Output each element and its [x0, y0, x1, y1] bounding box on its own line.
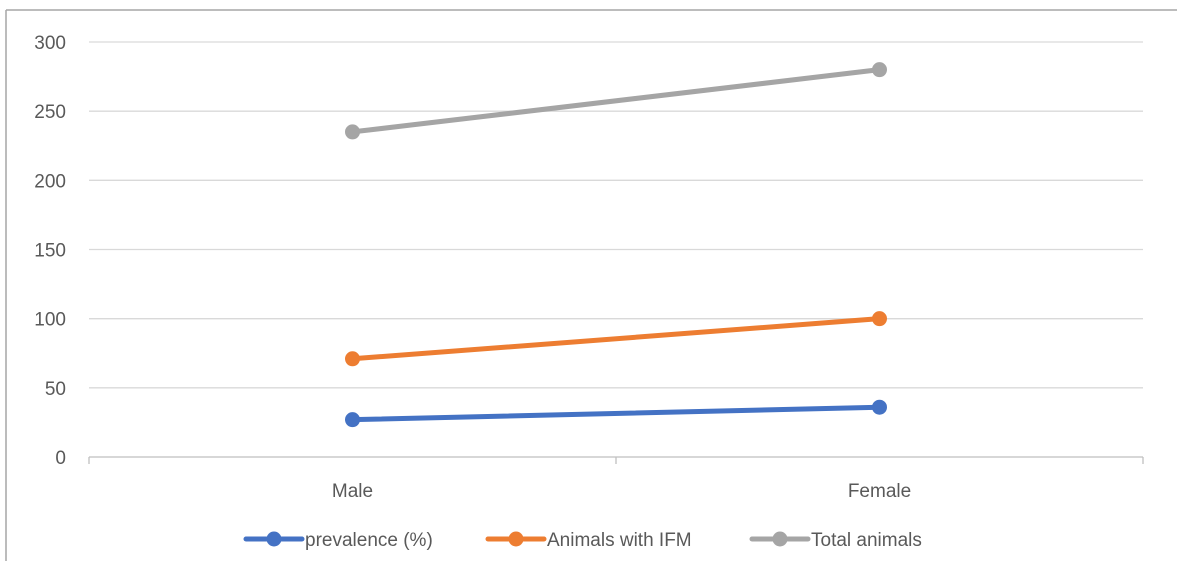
legend-marker-swatch: [508, 531, 524, 547]
legend-item: Total animals: [749, 530, 922, 551]
legend-label: Animals with IFM: [547, 530, 692, 551]
y-tick-label: 300: [34, 33, 66, 54]
legend-label: prevalence (%): [305, 530, 433, 551]
y-tick-label: 0: [55, 448, 66, 469]
legend-label: Total animals: [811, 530, 922, 551]
data-point: [872, 62, 887, 78]
data-point: [872, 311, 887, 327]
series-line: [350, 67, 882, 135]
legend-item: Animals with IFM: [485, 530, 692, 551]
series-line: [350, 404, 882, 423]
x-tick-label: Male: [332, 481, 373, 502]
y-tick-label: 250: [34, 102, 66, 123]
y-tick-label: 50: [45, 379, 66, 400]
x-axis: [88, 456, 1144, 464]
legend-marker-swatch: [772, 531, 788, 547]
series-line: [350, 316, 882, 362]
gridlines: [89, 41, 1143, 389]
legend: prevalence (%) Animals with IFM Total anim…: [243, 530, 922, 551]
y-tick-label: 100: [34, 310, 66, 331]
y-tick-label: 200: [34, 171, 66, 192]
legend-item: prevalence (%): [243, 530, 433, 551]
x-tick-label: Female: [848, 481, 911, 502]
data-point: [872, 399, 887, 415]
data-point: [345, 124, 360, 140]
data-point: [345, 351, 360, 367]
series-lines: [345, 62, 887, 428]
data-point: [345, 412, 360, 428]
y-tick-label: 150: [34, 241, 66, 262]
legend-marker-swatch: [266, 531, 282, 547]
y-axis-tick-labels: 0 50 100 150 200 250 300: [34, 33, 66, 469]
x-axis-tick-labels: Male Female: [332, 481, 911, 502]
